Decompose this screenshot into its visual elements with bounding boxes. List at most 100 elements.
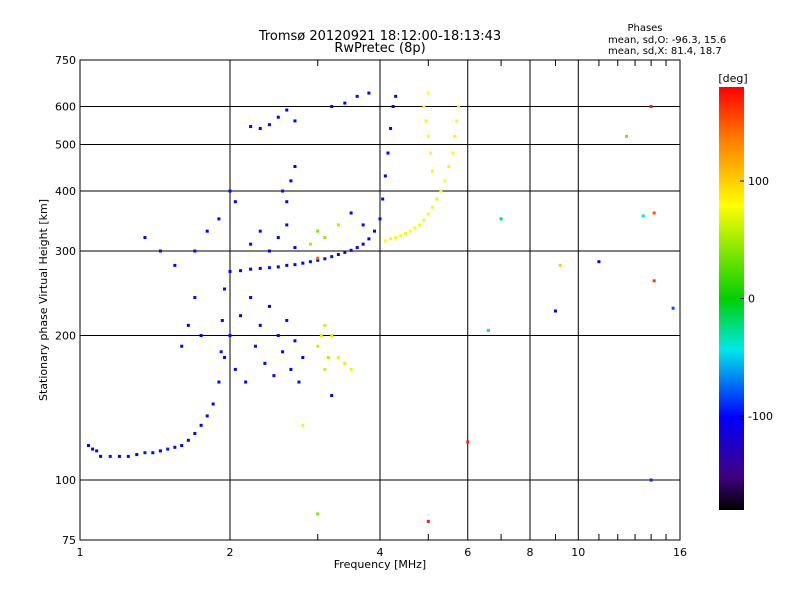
y-tick-label: 400 <box>55 185 76 198</box>
point-o <box>293 246 297 250</box>
isolated-point <box>671 306 675 310</box>
point-o <box>276 334 280 338</box>
point-o <box>239 314 243 318</box>
point-o <box>199 423 203 427</box>
point-o <box>193 432 197 436</box>
point-x <box>343 361 347 365</box>
chart-subtitle: RwPretec (8p) <box>334 41 425 56</box>
isolated-point <box>499 217 503 221</box>
point-o <box>228 189 232 193</box>
point-o <box>355 94 359 98</box>
point-o <box>293 164 297 168</box>
point-o <box>233 200 237 204</box>
point-o <box>126 454 130 458</box>
point-o <box>211 402 215 406</box>
point-x <box>455 119 459 123</box>
point-o <box>289 179 293 183</box>
point-x <box>323 367 327 371</box>
point-o <box>361 223 365 227</box>
x-tick-label: 16 <box>673 546 687 559</box>
isolated-point <box>652 279 656 283</box>
point-x <box>308 242 312 246</box>
point-o <box>285 200 289 204</box>
colorbar-tick-label: 100 <box>748 175 769 188</box>
point-x <box>349 367 353 371</box>
point-o <box>219 350 223 354</box>
data-points <box>86 91 675 523</box>
point-o <box>193 296 197 300</box>
colorbar-ticks: 100 0 -100 <box>740 175 773 423</box>
point-o <box>249 267 253 271</box>
grid <box>80 60 680 540</box>
point-o <box>301 261 305 265</box>
point-o <box>323 257 327 261</box>
isolated-point <box>597 260 601 264</box>
point-x <box>336 355 340 359</box>
point-o <box>158 449 162 453</box>
x-tick-label: 10 <box>571 546 585 559</box>
stats-line-x: mean, sd,X: 81.4, 18.7 <box>608 46 722 57</box>
point-x <box>319 334 323 338</box>
point-o <box>389 126 393 130</box>
isolated-point <box>316 512 320 516</box>
point-x <box>439 189 443 193</box>
point-o <box>249 242 253 246</box>
point-x <box>403 232 407 236</box>
point-o <box>285 223 289 227</box>
point-o <box>367 237 371 241</box>
point-o <box>239 269 243 273</box>
point-o <box>205 229 209 233</box>
point-o <box>289 367 293 371</box>
point-x <box>457 105 461 109</box>
point-x <box>301 423 305 427</box>
x-tick-label: 1 <box>77 546 84 559</box>
point-o <box>285 318 289 322</box>
point-o <box>217 217 221 221</box>
point-o <box>267 249 271 253</box>
point-o <box>151 451 155 455</box>
point-x <box>413 226 417 230</box>
point-o <box>293 119 297 123</box>
point-o <box>343 250 347 254</box>
point-o <box>349 211 353 215</box>
point-x <box>422 218 426 222</box>
isolated-point <box>426 519 430 523</box>
y-tick-label: 500 <box>55 139 76 152</box>
point-o <box>228 334 232 338</box>
point-x <box>316 344 320 348</box>
point-o <box>95 449 99 453</box>
point-o <box>267 266 271 270</box>
point-o <box>158 249 162 253</box>
point-o <box>135 453 139 457</box>
point-x <box>625 134 629 138</box>
point-o <box>330 105 334 109</box>
point-o <box>186 438 190 442</box>
point-o <box>391 105 395 109</box>
stats-line-o: mean, sd,O: -96.3, 15.6 <box>608 35 726 46</box>
point-o <box>117 454 121 458</box>
point-x <box>336 223 340 227</box>
point-o <box>276 265 280 269</box>
point-o <box>394 94 398 98</box>
point-o <box>343 101 347 105</box>
point-o <box>383 174 387 178</box>
point-x <box>443 179 447 183</box>
point-o <box>180 344 184 348</box>
isolated-point <box>316 256 320 260</box>
point-o <box>91 447 95 451</box>
point-o <box>373 229 377 233</box>
point-o <box>108 454 112 458</box>
point-o <box>173 445 177 449</box>
point-x <box>417 223 421 227</box>
point-o <box>99 454 103 458</box>
point-o <box>293 263 297 267</box>
point-x <box>428 151 432 155</box>
point-o <box>285 263 289 267</box>
point-o <box>258 266 262 270</box>
colorbar-tick-label: 0 <box>748 293 755 306</box>
point-x <box>447 164 451 168</box>
colorbar-tick-label: -100 <box>748 410 773 423</box>
point-o <box>276 115 280 119</box>
x-tick-label: 4 <box>377 546 384 559</box>
point-o <box>381 197 385 201</box>
